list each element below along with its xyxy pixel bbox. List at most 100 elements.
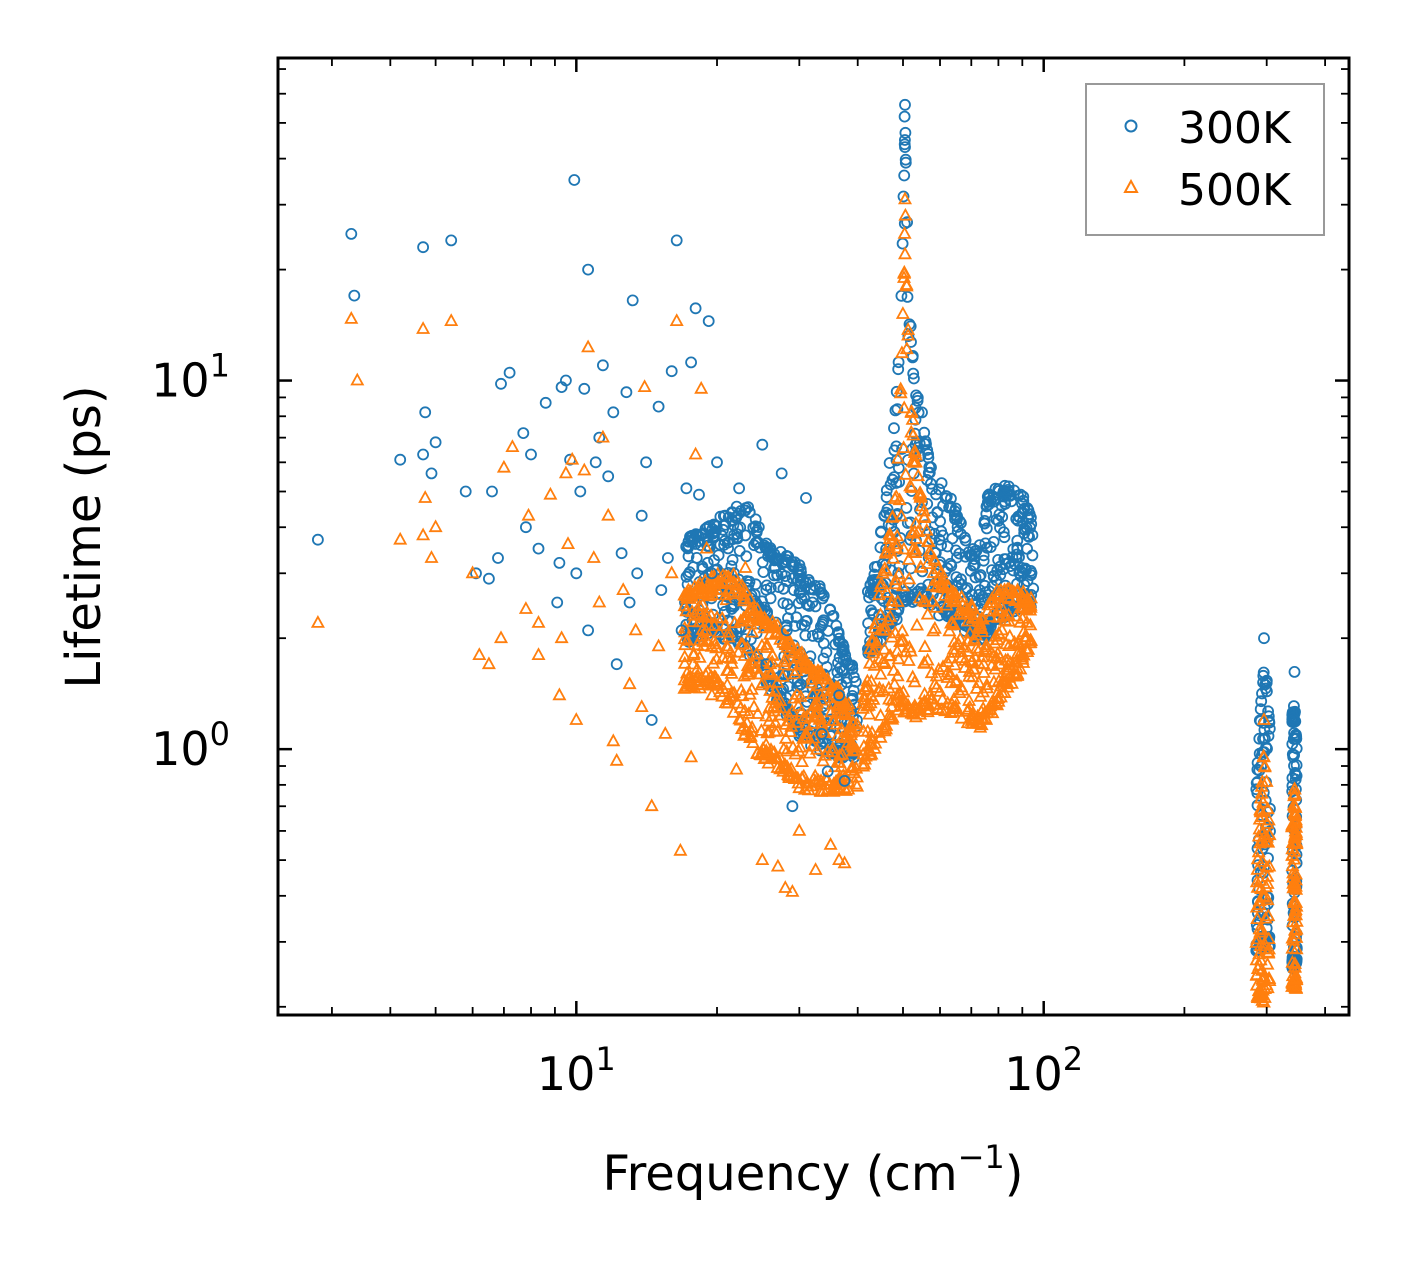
data-point-500k bbox=[688, 446, 703, 460]
data-point-300k bbox=[635, 509, 648, 522]
data-point-300k bbox=[815, 728, 828, 740]
data-point-500k bbox=[1260, 956, 1275, 970]
data-point-500k bbox=[760, 725, 775, 738]
data-point-300k bbox=[1026, 529, 1039, 542]
data-point-500k bbox=[897, 246, 913, 260]
data-point-300k bbox=[969, 571, 982, 584]
data-point-500k bbox=[898, 207, 913, 221]
data-point-500k bbox=[902, 639, 917, 653]
data-point-500k bbox=[768, 715, 783, 728]
data-point-500k bbox=[703, 580, 718, 594]
data-point-500k bbox=[795, 770, 810, 783]
data-point-500k bbox=[904, 405, 919, 418]
data-point-300k bbox=[781, 598, 794, 611]
data-point-300k bbox=[726, 554, 739, 566]
data-point-300k bbox=[926, 483, 938, 496]
data-point-500k bbox=[768, 626, 783, 639]
data-point-500k bbox=[581, 339, 596, 353]
data-point-500k bbox=[1004, 583, 1019, 597]
data-point-300k bbox=[520, 521, 532, 534]
data-point-500k bbox=[992, 656, 1007, 670]
data-point-500k bbox=[805, 716, 820, 729]
data-point-500k bbox=[850, 778, 865, 792]
data-point-300k bbox=[689, 302, 702, 315]
data-point-500k bbox=[832, 755, 847, 768]
data-point-500k bbox=[805, 686, 820, 699]
data-point-500k bbox=[808, 862, 823, 875]
data-point-300k bbox=[758, 539, 771, 552]
data-point-500k bbox=[991, 609, 1006, 623]
data-point-500k bbox=[998, 612, 1013, 626]
data-point-300k bbox=[607, 406, 620, 419]
data-point-500k bbox=[947, 634, 962, 648]
data-point-500k bbox=[691, 677, 706, 691]
data-point-500k bbox=[955, 682, 970, 696]
data-point-300k bbox=[890, 613, 903, 626]
data-point-500k bbox=[992, 626, 1007, 640]
data-point-500k bbox=[867, 658, 882, 671]
data-point-500k bbox=[881, 648, 897, 662]
data-point-500k bbox=[637, 379, 652, 393]
data-point-500k bbox=[1023, 633, 1039, 647]
data-point-500k bbox=[836, 774, 851, 788]
data-point-500k bbox=[885, 509, 900, 522]
data-point-500k bbox=[975, 611, 990, 625]
data-point-300k bbox=[897, 190, 910, 203]
data-point-500k bbox=[909, 617, 925, 631]
data-point-500k bbox=[721, 692, 736, 705]
data-point-300k bbox=[553, 557, 566, 569]
data-point-300k bbox=[711, 456, 723, 469]
data-point-500k bbox=[979, 677, 994, 690]
data-point-500k bbox=[945, 615, 960, 628]
data-point-300k bbox=[756, 438, 769, 451]
data-point-300k bbox=[348, 289, 361, 302]
dense-band-500k bbox=[1249, 748, 1277, 1008]
data-point-300k bbox=[551, 596, 564, 609]
data-point-300k bbox=[1011, 541, 1024, 554]
data-point-500k bbox=[724, 666, 739, 679]
data-point-500k bbox=[733, 613, 748, 627]
data-point-500k bbox=[793, 689, 808, 702]
data-point-300k bbox=[739, 529, 752, 542]
data-point-500k bbox=[712, 624, 727, 638]
data-point-300k bbox=[774, 546, 787, 558]
data-point-500k bbox=[773, 761, 788, 775]
data-point-500k bbox=[715, 688, 730, 702]
data-point-500k bbox=[927, 676, 942, 690]
data-point-500k bbox=[890, 688, 905, 701]
data-point-500k bbox=[814, 777, 829, 790]
data-point-500k bbox=[1003, 654, 1018, 668]
data-point-500k bbox=[905, 412, 920, 425]
data-point-500k bbox=[677, 672, 692, 686]
data-point-500k bbox=[814, 720, 829, 734]
data-point-500k bbox=[869, 635, 884, 649]
data-point-500k bbox=[940, 654, 955, 667]
data-point-500k bbox=[759, 708, 774, 722]
data-point-500k bbox=[1008, 608, 1023, 622]
y-tick-label-exponent: 0 bbox=[210, 715, 230, 753]
data-point-500k bbox=[1261, 812, 1276, 826]
data-point-300k bbox=[838, 775, 851, 787]
data-point-300k bbox=[751, 524, 763, 537]
data-point-500k bbox=[344, 311, 359, 324]
data-point-500k bbox=[699, 607, 714, 621]
data-point-300k bbox=[589, 456, 602, 469]
data-point-500k bbox=[916, 503, 931, 517]
data-point-500k bbox=[776, 741, 791, 755]
data-point-500k bbox=[1249, 934, 1264, 948]
data-point-500k bbox=[894, 508, 909, 522]
data-point-500k bbox=[1252, 893, 1267, 907]
data-point-300k bbox=[582, 263, 594, 276]
data-point-500k bbox=[782, 713, 797, 727]
data-point-500k bbox=[778, 880, 793, 893]
data-point-300k bbox=[1290, 732, 1303, 745]
data-point-300k bbox=[655, 584, 668, 596]
data-point-300k bbox=[785, 558, 798, 571]
data-point-500k bbox=[845, 737, 860, 751]
data-point-300k bbox=[768, 569, 780, 582]
data-point-500k bbox=[721, 569, 736, 583]
data-point-500k bbox=[913, 701, 928, 715]
data-point-500k bbox=[825, 740, 840, 754]
data-point-500k bbox=[994, 598, 1009, 612]
